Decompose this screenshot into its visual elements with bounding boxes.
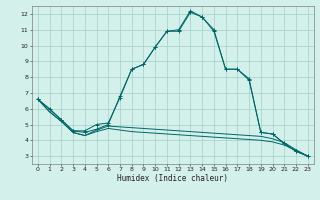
X-axis label: Humidex (Indice chaleur): Humidex (Indice chaleur) — [117, 174, 228, 183]
